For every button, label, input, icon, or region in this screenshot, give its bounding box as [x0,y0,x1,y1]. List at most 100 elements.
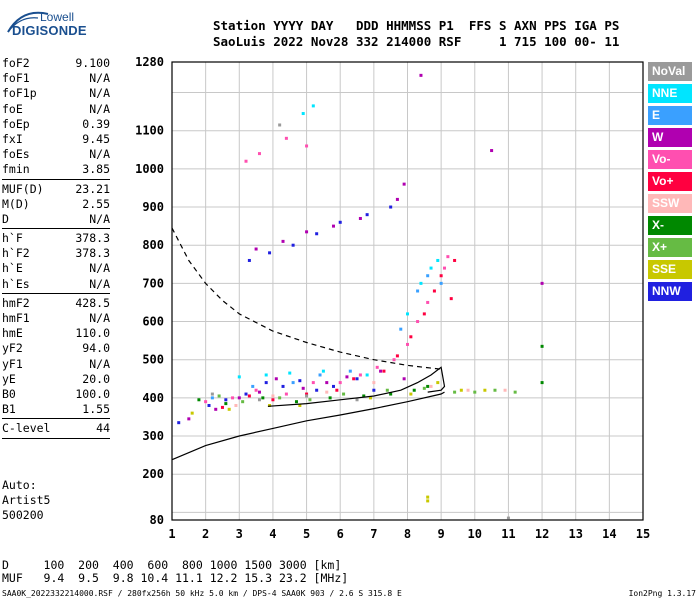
data-point [301,112,305,116]
legend-item: Vo+ [648,172,692,191]
data-point [264,373,268,377]
data-point [406,342,409,346]
data-point [325,390,329,394]
header-line-2: SaoLuis 2022 Nov28 332 214000 RSF 1 715 … [213,34,620,49]
param-row: yF2 94.0 [2,341,110,356]
data-point [473,390,477,394]
data-point [483,388,487,392]
logo-arc-icon [7,11,49,33]
x-tick-label: 7 [370,527,377,541]
param-name: hmE [2,326,23,341]
data-point [409,335,413,339]
param-row: foF1 N/A [2,71,110,86]
data-point [301,386,305,390]
data-point [368,396,372,400]
x-tick-label: 8 [404,527,411,541]
x-tick-label: 4 [269,527,276,541]
param-name: yF2 [2,341,23,356]
data-point [409,392,413,396]
param-row: foF2 9.100 [2,56,110,71]
data-point [234,404,238,407]
param-name: C-level [2,421,51,436]
data-point [305,144,309,148]
data-point [402,377,406,381]
data-point [311,104,315,108]
data-point [426,495,430,499]
data-point [422,312,426,316]
legend-item: SSE [648,260,692,279]
param-name: M(D) [2,196,30,211]
data-point [372,388,376,392]
data-point [210,392,214,396]
param-value: N/A [89,276,110,291]
param-value: N/A [89,311,110,325]
data-point [355,377,359,381]
distance-row: D 100 200 400 600 800 1000 1500 3000 [km… [2,558,342,572]
data-point [294,400,298,404]
param-value: 378.3 [75,246,110,261]
data-point [231,396,235,400]
y-tick-label: 700 [142,276,164,290]
data-point [190,411,194,415]
data-point [379,369,383,373]
x-tick-label: 15 [636,527,650,541]
legend-item: X- [648,216,692,235]
legend-item: X+ [648,238,692,257]
data-point [331,384,335,388]
data-point [412,388,416,392]
data-point [257,152,261,156]
param-name: MUF(D) [2,181,44,196]
auto-artist: Artist5 [2,493,51,508]
data-point [540,381,544,385]
y-tick-label: 1000 [135,162,164,176]
auto-label: Auto: [2,478,37,492]
data-point [416,320,420,324]
param-row: B1 1.55 [2,402,110,417]
legend-item: Vo- [648,150,692,169]
data-point [315,232,319,236]
data-point [389,392,393,396]
x-tick-label: 3 [236,527,243,541]
data-point [453,258,457,262]
data-point [436,258,440,262]
data-point [372,381,376,385]
y-tick-label: 800 [142,238,164,252]
data-point [453,390,457,394]
data-point [348,369,352,373]
y-tick-label: 400 [142,391,164,405]
data-point [352,377,356,381]
param-value: N/A [89,101,110,116]
data-point [399,327,403,331]
data-point [338,220,342,224]
data-point [278,123,282,127]
data-point [426,499,430,503]
data-point [422,386,426,390]
x-tick-label: 6 [337,527,344,541]
data-point [247,394,251,398]
data-point [315,388,319,392]
param-value: N/A [89,147,110,162]
legend-item: W [648,128,692,147]
x-tick-label: 11 [501,527,515,541]
data-point [392,358,396,362]
param-name: foF1p [2,86,37,101]
data-point [244,392,248,396]
data-point [325,381,329,385]
data-point [419,281,423,285]
param-row: yE 20.0 [2,372,110,387]
param-row: yF1 N/A [2,357,110,372]
param-row: fmin 3.85 [2,162,110,177]
trace-profile [171,391,445,461]
param-value: 20.0 [82,371,110,386]
data-point [389,205,393,209]
separator [2,292,110,294]
legend-item: E [648,106,692,125]
data-point [177,421,181,425]
data-point [227,407,231,411]
data-point [284,136,288,140]
param-value: 0.39 [82,116,110,131]
data-point [342,392,346,396]
param-name: foEs [2,147,30,162]
param-value: N/A [89,211,110,226]
